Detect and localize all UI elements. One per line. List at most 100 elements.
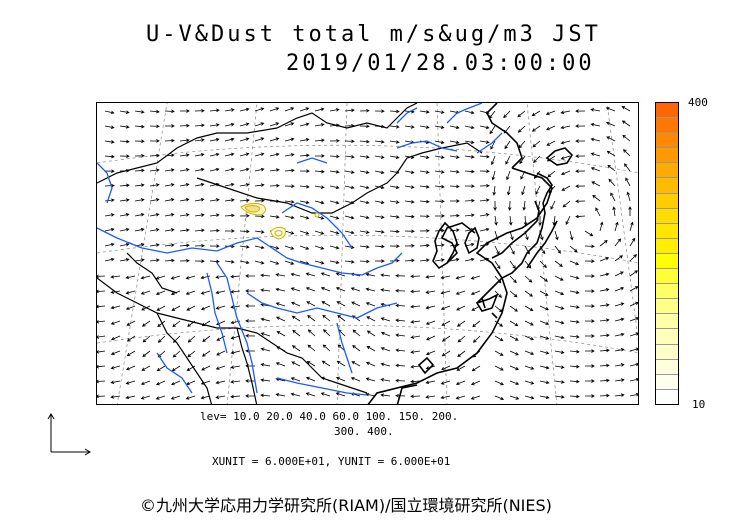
wind-arrow — [230, 274, 241, 279]
wind-arrow — [97, 274, 106, 279]
wind-arrow — [275, 362, 286, 367]
wind-arrow — [494, 215, 498, 226]
wind-arrow — [97, 379, 106, 384]
wind-arrow — [410, 394, 421, 399]
wind-arrow — [449, 243, 460, 247]
wind-arrow — [224, 182, 235, 187]
wind-arrow — [599, 333, 610, 338]
wind-arrow — [539, 275, 548, 282]
wind-arrow — [569, 305, 580, 309]
wind-arrow — [434, 110, 445, 114]
wind-arrow — [503, 110, 511, 119]
wind-arrow — [494, 245, 500, 255]
wind-arrow — [455, 380, 466, 385]
wind-arrow — [359, 245, 370, 249]
wind-arrow — [350, 287, 361, 292]
wind-arrow — [610, 192, 616, 202]
wind-arrow — [599, 348, 610, 353]
colorbar-segment — [656, 344, 678, 360]
wind-arrow — [194, 182, 205, 187]
wind-arrow — [104, 154, 115, 159]
wind-arrow — [224, 137, 235, 142]
wind-arrow — [254, 167, 265, 172]
wind-arrow — [410, 274, 421, 279]
wind-arrow — [488, 110, 496, 119]
wind-arrow — [410, 364, 421, 369]
wind-arrow — [254, 214, 265, 219]
wind-arrow — [419, 155, 430, 159]
wind-arrow — [419, 214, 430, 219]
wind-arrow — [395, 348, 406, 353]
wind-arrow — [585, 394, 595, 398]
wind-arrow — [185, 275, 196, 280]
wind-arrow — [260, 273, 271, 278]
wind-arrow — [614, 221, 619, 232]
wind-arrow — [149, 153, 160, 158]
wind-arrow — [359, 170, 370, 174]
wind-arrow — [419, 229, 430, 233]
wind-arrow — [299, 245, 310, 250]
wind-arrow — [209, 152, 220, 157]
wind-arrow — [554, 320, 565, 325]
wind-arrow — [350, 377, 361, 382]
wind-arrow — [449, 228, 460, 233]
wind-arrow — [260, 332, 271, 337]
wind-arrow — [275, 393, 286, 397]
wind-arrow — [599, 288, 610, 292]
wind-arrow — [629, 301, 638, 307]
wind-arrow — [434, 125, 445, 129]
wind-arrow — [245, 349, 256, 353]
wind-arrow — [321, 360, 331, 367]
wind-arrow — [104, 198, 115, 203]
wind-arrow — [395, 378, 406, 383]
wind-arrow — [614, 302, 625, 307]
wind-arrow — [125, 275, 136, 280]
wind-arrow — [164, 109, 175, 114]
wind-arrow — [532, 140, 541, 148]
wind-arrow — [186, 305, 196, 311]
wind-arrow — [104, 257, 115, 262]
wind-arrow — [464, 257, 475, 262]
wind-arrow — [119, 183, 130, 188]
wind-arrow — [202, 335, 211, 343]
wind-arrow — [504, 140, 511, 150]
wind-arrow — [344, 108, 355, 113]
wind-arrow — [419, 258, 430, 263]
wind-arrow — [149, 258, 160, 263]
wind-arrow — [629, 317, 638, 322]
wind-arrow — [269, 152, 280, 157]
wind-arrow — [569, 290, 580, 295]
wind-arrow — [351, 361, 361, 367]
colorbar-segment — [656, 284, 678, 300]
colorbar-segment — [656, 148, 678, 164]
wind-arrow — [149, 198, 160, 202]
wind-arrow — [254, 183, 265, 187]
wind-arrow — [395, 303, 406, 308]
wind-arrow — [440, 305, 451, 310]
wind-arrow — [546, 140, 556, 146]
wind-arrow — [547, 170, 556, 178]
wind-arrow — [410, 320, 421, 324]
wind-arrow — [509, 350, 519, 356]
wind-arrow — [352, 329, 361, 337]
contour-levels-line2: 300. 400. — [334, 425, 394, 438]
wind-arrow — [365, 302, 376, 307]
wind-arrow — [440, 275, 451, 280]
wind-arrow — [434, 170, 445, 174]
wind-arrow — [509, 215, 513, 226]
wind-arrow — [110, 305, 121, 310]
wind-arrow — [494, 290, 502, 298]
wind-arrow — [575, 154, 586, 158]
wind-arrow — [306, 301, 316, 307]
wind-arrow — [554, 290, 565, 296]
wind-arrow — [299, 153, 310, 158]
wind-arrow — [455, 395, 466, 400]
wind-arrow — [524, 335, 535, 341]
wind-arrow — [134, 213, 145, 217]
wind-arrow — [140, 275, 151, 280]
wind-arrow — [441, 350, 451, 357]
wind-arrow — [457, 335, 466, 343]
wind-arrow — [125, 290, 136, 295]
wind-arrow — [441, 335, 451, 342]
wind-arrow — [585, 379, 595, 383]
